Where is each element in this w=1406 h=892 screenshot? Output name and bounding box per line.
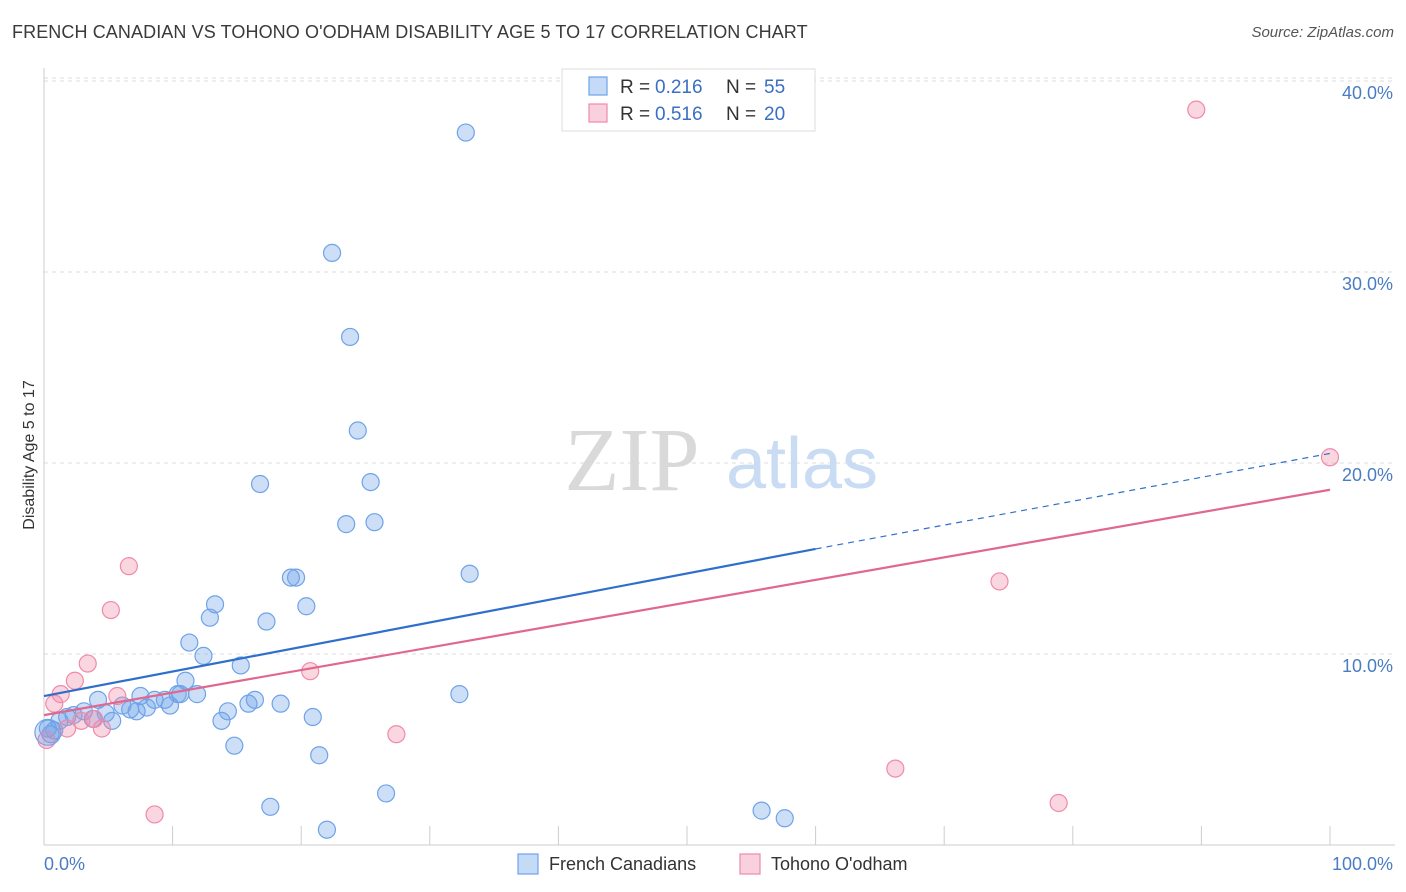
point-series-1 xyxy=(194,646,213,666)
y-tick-label: 30.0% xyxy=(1342,274,1393,294)
x-tick-label-max: 100.0% xyxy=(1332,854,1393,874)
point-series-1 xyxy=(271,694,290,713)
point-series-1 xyxy=(775,809,794,828)
point-series-2 xyxy=(65,671,84,690)
point-cluster xyxy=(34,718,62,746)
legend-r-value: 0.216 xyxy=(655,77,703,98)
point-series-1 xyxy=(257,612,276,631)
point-series-1 xyxy=(752,801,771,820)
bottom-legend-swatch xyxy=(517,853,539,875)
point-series-2 xyxy=(1187,100,1206,119)
y-tick-label: 20.0% xyxy=(1342,465,1393,485)
point-series-1 xyxy=(310,746,329,765)
point-series-2 xyxy=(85,709,104,729)
chart-title: FRENCH CANADIAN VS TOHONO O'ODHAM DISABI… xyxy=(12,22,808,42)
legend-r-label: R = xyxy=(620,77,650,98)
point-series-2 xyxy=(58,719,77,738)
x-tick-label-min: 0.0% xyxy=(44,854,85,874)
legend-r-label: R = xyxy=(620,104,650,125)
legend-n-label: N = xyxy=(726,104,756,125)
point-series-1 xyxy=(231,656,250,675)
point-series-1 xyxy=(456,123,475,142)
y-tick-label: 10.0% xyxy=(1342,656,1393,676)
point-series-1 xyxy=(218,702,237,721)
point-series-1 xyxy=(317,820,337,839)
point-series-1 xyxy=(286,568,306,587)
point-series-1 xyxy=(337,515,356,534)
point-series-2 xyxy=(886,759,905,778)
point-series-1 xyxy=(281,568,301,587)
watermark-atlas: atlas xyxy=(726,424,878,504)
legend-n-value: 55 xyxy=(764,77,785,98)
point-series-1 xyxy=(460,564,479,583)
point-series-2 xyxy=(108,686,127,706)
point-series-2 xyxy=(119,557,138,576)
watermark-zip: ZIP xyxy=(565,411,700,510)
point-series-2 xyxy=(990,572,1009,591)
point-series-1 xyxy=(348,421,367,440)
chart-source: Source: ZipAtlas.com xyxy=(1251,24,1394,41)
legend-n-label: N = xyxy=(726,77,756,98)
point-series-1 xyxy=(261,797,280,816)
point-series-2 xyxy=(301,662,320,681)
point-series-1 xyxy=(176,671,195,690)
bottom-legend-swatch xyxy=(739,853,761,875)
legend-n-value: 20 xyxy=(764,104,785,125)
bottom-legend-label: Tohono O'odham xyxy=(771,854,908,874)
point-series-2 xyxy=(78,654,97,673)
point-series-1 xyxy=(450,685,469,704)
point-series-2 xyxy=(101,600,120,620)
point-series-1 xyxy=(245,690,265,709)
axes xyxy=(43,68,1395,846)
trend-line-french-canadians xyxy=(43,547,816,698)
trend-lines xyxy=(43,452,1331,717)
point-series-1 xyxy=(180,633,199,652)
y-axis-label: Disability Age 5 to 17 xyxy=(21,380,38,530)
point-series-1 xyxy=(103,711,122,730)
point-series-1 xyxy=(297,597,316,616)
point-series-1 xyxy=(137,698,156,717)
bottom-legend: French Canadians Tohono O'odham xyxy=(517,853,908,875)
point-series-1 xyxy=(225,736,244,755)
y-tick-label: 40.0% xyxy=(1342,83,1393,103)
legend-swatch xyxy=(588,103,608,123)
legend: R = 0.216 N = 55 R = 0.516 N = 20 xyxy=(561,68,816,132)
point-series-2 xyxy=(1049,793,1068,813)
legend-r-value: 0.516 xyxy=(655,104,703,125)
bottom-legend-label: French Canadians xyxy=(549,854,696,874)
point-series-1 xyxy=(212,711,231,730)
point-series-2 xyxy=(387,725,406,744)
point-series-2 xyxy=(92,719,111,738)
point-series-1 xyxy=(250,474,270,494)
legend-box xyxy=(561,68,816,132)
tick-labels: 10.0% 20.0% 30.0% 40.0% 0.0% 100.0% xyxy=(44,83,1393,874)
point-series-1 xyxy=(340,327,360,347)
point-series-2 xyxy=(145,805,164,824)
legend-swatch xyxy=(588,76,608,96)
point-series-2 xyxy=(1320,448,1340,467)
point-series-1 xyxy=(303,707,322,727)
point-series-1 xyxy=(365,513,384,532)
trend-line-tohono xyxy=(43,488,1331,717)
point-series-1 xyxy=(127,702,146,721)
point-series-1 xyxy=(200,608,219,627)
point-series-1 xyxy=(205,595,225,614)
point-series-1 xyxy=(361,473,380,492)
watermark: ZIP atlas xyxy=(565,411,879,510)
point-series-1 xyxy=(322,243,342,262)
point-series-1 xyxy=(376,784,396,803)
